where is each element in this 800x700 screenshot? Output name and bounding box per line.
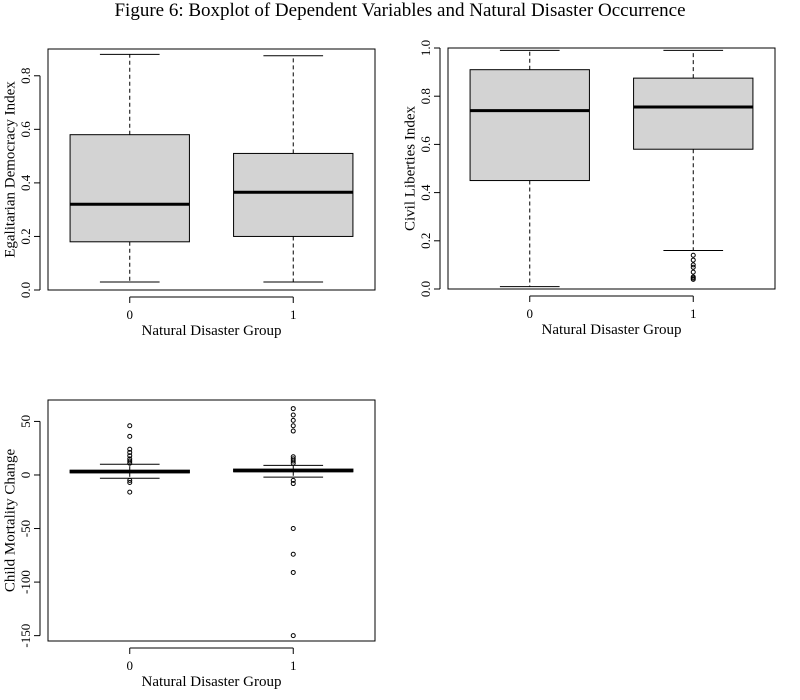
y-tick-label: 0.0 (418, 281, 433, 297)
y-tick-label: 0 (18, 472, 33, 479)
outlier-point (127, 477, 133, 483)
outlier-point (127, 453, 133, 459)
outlier-point (690, 276, 696, 282)
outlier-point (290, 458, 296, 464)
y-axis-label: Civil Liberties Index (402, 106, 418, 231)
outlier-point (290, 417, 296, 423)
y-tick-label: 0.4 (418, 184, 433, 201)
y-tick-label: -50 (18, 520, 33, 537)
panel-2: 0.0 0.2 0.4 0.6 0.8 1.0 0 1 Natural Disaster Gro… (402, 40, 776, 338)
outlier-point (290, 551, 296, 557)
y-tick-label: 1.0 (418, 40, 433, 56)
outlier-point (127, 489, 133, 495)
outlier-point (290, 481, 296, 487)
x-axis-label: Natural Disaster Group (542, 322, 682, 338)
outlier-point (127, 458, 133, 464)
x-tick-label: 0 (127, 658, 134, 673)
outlier-point (690, 264, 696, 270)
box-group-1 (633, 49, 754, 282)
outlier-point (127, 446, 133, 452)
x-tick-label: 1 (690, 306, 697, 321)
outlier-point (127, 460, 133, 466)
box-group-0 (69, 53, 190, 283)
outlier-point (690, 252, 696, 258)
y-tick-label: 0.8 (18, 68, 33, 84)
box-iqr (233, 152, 354, 237)
box-iqr (469, 69, 590, 182)
y-tick-label: 0.6 (18, 121, 33, 138)
panel-3: -150 -100 -50 0 50 0 1 Natural Disaster Group Ch… (2, 399, 376, 690)
y-axis-label: Egalitarian Democracy Index (2, 81, 18, 258)
y-tick-label: 0.2 (418, 233, 433, 249)
outlier-point (127, 479, 133, 485)
outlier-point (290, 569, 296, 575)
y-tick-label: 0.4 (18, 174, 33, 191)
figure-title: Figure 6: Boxplot of Dependent Variables… (114, 0, 686, 21)
x-axis-label: Natural Disaster Group (142, 323, 282, 339)
y-axis-label: Child Mortality Change (2, 449, 18, 593)
x-tick-label: 1 (290, 658, 297, 673)
outlier-point (690, 262, 696, 268)
y-tick-label: 0.8 (418, 88, 433, 104)
outlier-point (690, 257, 696, 263)
box-group-0 (469, 49, 590, 288)
outlier-point (290, 477, 296, 483)
box-group-0 (69, 423, 190, 495)
outlier-point (290, 428, 296, 434)
outlier-point (290, 526, 296, 532)
box-group-1 (233, 406, 354, 639)
outlier-point (290, 460, 296, 466)
y-tick-label: 0.0 (18, 282, 33, 298)
x-tick-label: 0 (127, 307, 134, 322)
x-tick-label: 1 (290, 307, 297, 322)
outlier-point (290, 412, 296, 418)
x-axis-label: Natural Disaster Group (142, 674, 282, 690)
y-tick-label: 0.2 (18, 228, 33, 244)
outlier-point (127, 449, 133, 455)
box-iqr (633, 77, 754, 150)
x-tick-label: 0 (527, 306, 534, 321)
plot-frame (47, 48, 376, 291)
outlier-point (690, 269, 696, 275)
plot-frame (447, 47, 776, 290)
panel-1: 0.0 0.2 0.4 0.6 0.8 0 1 Natural Disaster Group E… (2, 48, 376, 339)
outlier-point (290, 423, 296, 429)
box-group-1 (233, 55, 354, 283)
y-tick-label: 50 (18, 415, 33, 428)
outlier-point (127, 423, 133, 429)
plot-frame (47, 399, 376, 642)
y-tick-label: -150 (18, 624, 33, 648)
y-tick-label: -100 (18, 570, 33, 594)
outlier-point (127, 433, 133, 439)
outlier-point (290, 633, 296, 639)
y-tick-label: 0.6 (418, 136, 433, 153)
outlier-point (290, 406, 296, 412)
box-iqr (69, 134, 190, 243)
